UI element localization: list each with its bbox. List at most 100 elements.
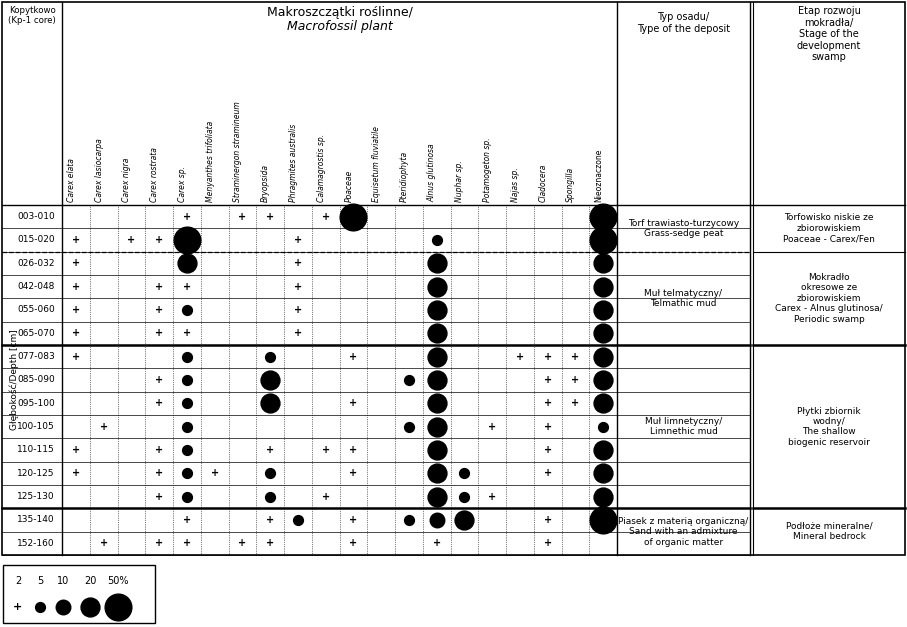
Text: Makroszczątki roślinne/: Makroszczątki roślinne/ [267, 6, 413, 19]
Point [596, 398, 610, 408]
Point [180, 352, 194, 362]
Point [180, 305, 194, 315]
Point [429, 329, 444, 339]
Text: +: + [266, 445, 274, 455]
Point [180, 468, 194, 478]
Text: +: + [294, 282, 302, 292]
Text: +: + [155, 539, 163, 549]
Text: +: + [239, 212, 247, 222]
Text: Carex sp.: Carex sp. [178, 166, 187, 202]
Text: Spongilla: Spongilla [566, 167, 575, 202]
Text: Etap rozwoju
mokradła/
Stage of the
development
swamp: Etap rozwoju mokradła/ Stage of the deve… [797, 6, 861, 63]
Point [596, 445, 610, 455]
Text: +: + [488, 492, 496, 502]
Text: +: + [433, 539, 441, 549]
Text: Kopytkowo
(Kp-1 core): Kopytkowo (Kp-1 core) [8, 6, 56, 26]
Text: 20: 20 [83, 576, 96, 586]
Text: +: + [294, 305, 302, 315]
Text: Calamagrostis sp.: Calamagrostis sp. [317, 134, 326, 202]
Point [180, 375, 194, 385]
Text: +: + [322, 212, 329, 222]
Text: +: + [571, 398, 580, 408]
Text: 065-070: 065-070 [17, 329, 55, 338]
Point [429, 492, 444, 502]
Text: 2: 2 [15, 576, 21, 586]
Text: 042-048: 042-048 [17, 282, 54, 291]
Text: 10: 10 [57, 576, 69, 586]
Text: Carex lasiocarpa: Carex lasiocarpa [94, 138, 103, 202]
Point [263, 468, 278, 478]
Point [429, 375, 444, 385]
Text: +: + [322, 492, 329, 502]
Text: +: + [72, 282, 80, 292]
Point [596, 515, 610, 525]
Text: +: + [183, 282, 191, 292]
Point [180, 445, 194, 455]
Text: +: + [239, 539, 247, 549]
Text: Muł telmatyczny/
Telmathic mud: Muł telmatyczny/ Telmathic mud [645, 288, 723, 308]
Point [596, 212, 610, 222]
Point [429, 282, 444, 292]
Text: Equisetum fluviatile: Equisetum fluviatile [372, 126, 381, 202]
Text: Cladocera: Cladocera [539, 164, 548, 202]
Text: Carex elata: Carex elata [67, 158, 76, 202]
Text: +: + [100, 422, 108, 431]
Text: +: + [543, 468, 551, 478]
Text: +: + [294, 258, 302, 268]
Point [180, 398, 194, 408]
Text: +: + [543, 539, 551, 549]
Text: +: + [155, 235, 163, 245]
Text: +: + [571, 352, 580, 362]
Text: Pteridiophyta: Pteridiophyta [400, 151, 409, 202]
Text: 100-105: 100-105 [17, 422, 55, 431]
Text: Torfowisko niskie ze
zbiorowiskiem
Poaceae - Carex/Fen: Torfowisko niskie ze zbiorowiskiem Poace… [783, 213, 875, 243]
Text: Poaceae: Poaceae [345, 170, 354, 202]
Text: +: + [488, 422, 496, 431]
Point [402, 515, 416, 525]
Text: Torf trawiasto-turzycowy
Grass-sedge peat: Torf trawiasto-turzycowy Grass-sedge pea… [628, 219, 739, 238]
Text: +: + [155, 375, 163, 385]
Bar [2, 2, 905, 555]
Text: +: + [183, 329, 191, 339]
Point [596, 352, 610, 362]
Text: +: + [155, 492, 163, 502]
Text: +: + [543, 375, 551, 385]
Text: 003-010: 003-010 [17, 212, 55, 221]
Text: Piasek z materią organiczną/
Sand with an admixture
of organic matter: Piasek z materią organiczną/ Sand with a… [619, 517, 748, 547]
Text: +: + [183, 515, 191, 525]
Text: Potamogeton sp.: Potamogeton sp. [483, 137, 493, 202]
Text: +: + [72, 305, 80, 315]
Point [596, 235, 610, 245]
Text: Macrofossil plant: Macrofossil plant [287, 20, 393, 33]
Text: +: + [72, 258, 80, 268]
Text: +: + [543, 515, 551, 525]
Text: Nieoznaczone: Nieoznaczone [594, 149, 603, 202]
Point [402, 421, 416, 431]
Text: +: + [155, 329, 163, 339]
Text: +: + [543, 352, 551, 362]
Text: +: + [14, 602, 23, 612]
Point [429, 515, 444, 525]
Text: +: + [72, 352, 80, 362]
Point [596, 375, 610, 385]
Point [429, 305, 444, 315]
Point [346, 212, 361, 222]
Point [457, 515, 472, 525]
Point [429, 468, 444, 478]
Text: +: + [516, 352, 524, 362]
Text: +: + [349, 352, 357, 362]
Text: +: + [349, 539, 357, 549]
Point [429, 258, 444, 268]
Text: Typ osadu/
Type of the deposit: Typ osadu/ Type of the deposit [637, 12, 730, 34]
Text: Phragmites australis: Phragmites australis [288, 124, 297, 202]
Text: Podłoże mineralne/
Mineral bedrock: Podłoże mineralne/ Mineral bedrock [785, 522, 873, 541]
Point [180, 258, 194, 268]
Point [457, 492, 472, 502]
Text: Mokradło
okresowe ze
zbiorowiskiem
Carex - Alnus glutinosa/
Periodic swamp: Mokradło okresowe ze zbiorowiskiem Carex… [775, 273, 883, 324]
Text: Carex rostrata: Carex rostrata [151, 147, 159, 202]
Text: +: + [543, 422, 551, 431]
Text: +: + [543, 398, 551, 408]
Text: +: + [72, 445, 80, 455]
Text: +: + [571, 375, 580, 385]
Text: Głębokość/Depth [cm]: Głębokość/Depth [cm] [9, 330, 19, 430]
